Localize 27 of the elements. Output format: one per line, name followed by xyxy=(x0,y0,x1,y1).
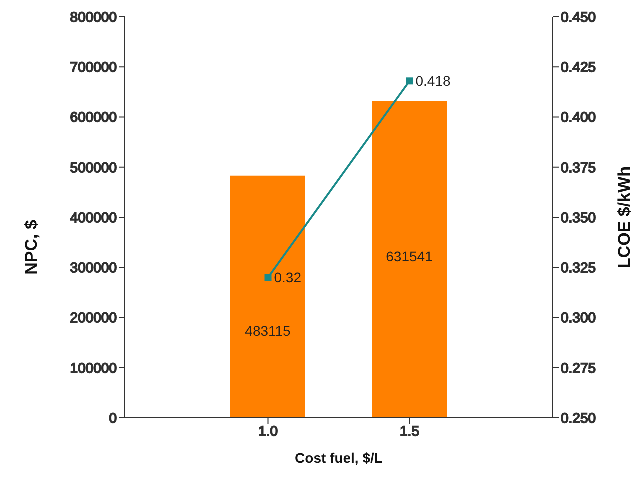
y2-tick-label: 0.300 xyxy=(561,310,596,326)
y-tick-label: 600000 xyxy=(70,109,118,126)
y-tick-label: 300000 xyxy=(70,260,118,276)
data-label: 483115 xyxy=(245,322,292,339)
y-tick-label: 400000 xyxy=(70,209,118,226)
y2-tick-label: 0.450 xyxy=(561,8,596,25)
y2-tick-label: 0.425 xyxy=(561,59,596,76)
data-label: 0.418 xyxy=(416,73,451,90)
x-axis-title: Cost fuel, $/L xyxy=(295,450,384,466)
y-tick-label: 0 xyxy=(109,410,118,426)
y2-tick-label: 0.275 xyxy=(561,360,596,376)
y2-tick-label: 0.375 xyxy=(561,159,596,176)
y2-tick-label: 0.350 xyxy=(561,209,596,226)
y-tick-label: 800000 xyxy=(70,8,118,25)
y-axis-title: NPC, $ xyxy=(22,220,42,275)
x-tick-label: 1.0 xyxy=(258,422,278,439)
data-label: 0.32 xyxy=(274,270,302,286)
data-label: 631541 xyxy=(386,248,434,264)
y2-tick-label: 0.325 xyxy=(561,260,596,276)
x-tick-label: 1.5 xyxy=(400,422,420,439)
y-tick-label: 200000 xyxy=(70,310,118,326)
y2-tick-label: 0.250 xyxy=(561,410,596,426)
y2-axis-title: LCOE $/kWh xyxy=(615,166,634,269)
y-tick-label: 500000 xyxy=(70,159,118,176)
y-tick-label: 700000 xyxy=(70,59,118,76)
y2-tick-label: 0.400 xyxy=(561,109,596,126)
y-tick-label: 100000 xyxy=(70,360,118,376)
